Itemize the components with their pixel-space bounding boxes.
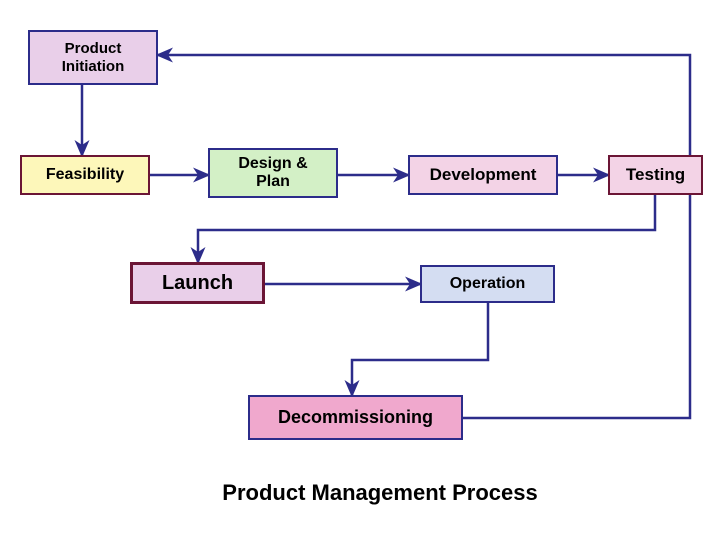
node-development: Development — [408, 155, 558, 195]
node-feasibility: Feasibility — [20, 155, 150, 195]
node-launch: Launch — [130, 262, 265, 304]
node-operation: Operation — [420, 265, 555, 303]
edge-operation-to-decommissioning — [352, 303, 488, 395]
edge-testing-to-launch — [198, 195, 655, 262]
edge-decommissioning-to-product_initiation — [158, 55, 690, 418]
node-decommissioning: Decommissioning — [248, 395, 463, 440]
node-testing: Testing — [608, 155, 703, 195]
node-product_initiation: Product Initiation — [28, 30, 158, 85]
node-design_plan: Design & Plan — [208, 148, 338, 198]
diagram-title: Product Management Process — [200, 480, 560, 506]
